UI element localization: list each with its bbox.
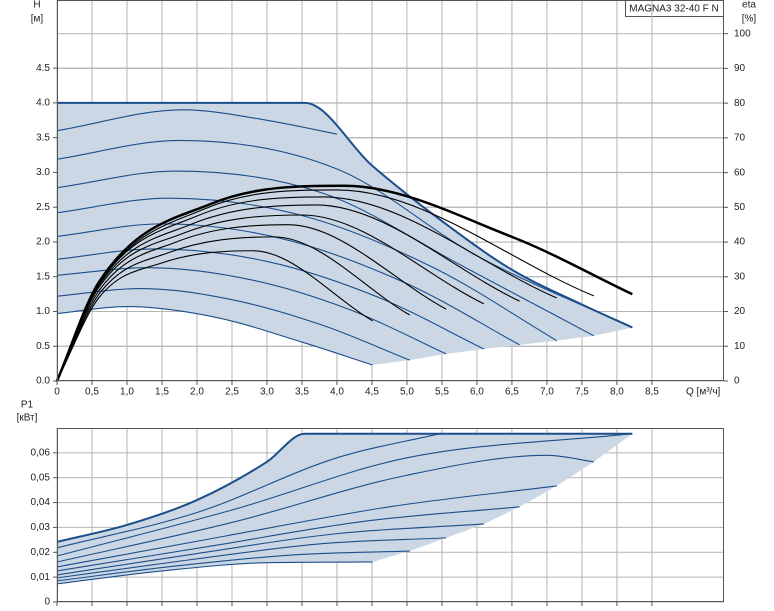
y-tick-label: 1.0 <box>36 306 50 317</box>
x-axis-label: Q [м³/ч] <box>686 387 721 398</box>
y-tick-label: 0.0 <box>36 376 50 387</box>
performance-curve <box>56 306 373 366</box>
performance-curve <box>56 139 633 328</box>
y2-axis-label: eta <box>742 0 756 11</box>
performance-curve <box>56 485 557 568</box>
y2-tick-label: 10 <box>734 341 746 352</box>
x-tick-label: 7,5 <box>575 387 589 398</box>
y-tick-label: 3.0 <box>36 167 50 178</box>
y-tick-label: 0 <box>44 597 50 608</box>
y2-tick-label: 100 <box>734 28 751 39</box>
chart-title: MAGNA3 32-40 F N <box>629 4 718 15</box>
y-tick-label: 0,01 <box>31 572 51 583</box>
performance-curve <box>56 267 447 355</box>
y2-tick-label: 0 <box>734 376 740 387</box>
y-axis-unit: [м] <box>31 14 44 25</box>
x-tick-label: 6,5 <box>505 387 519 398</box>
efficiency-curve <box>55 184 633 382</box>
y2-tick-label: 50 <box>734 202 746 213</box>
performance-curve <box>56 248 485 350</box>
plot-frame <box>57 428 724 602</box>
y2-tick-label: 20 <box>734 306 746 317</box>
y2-tick-label: 40 <box>734 237 746 248</box>
layer <box>55 101 633 585</box>
y-tick-label: 0,02 <box>31 547 51 558</box>
y-tick-label: 2.5 <box>36 202 50 213</box>
y2-tick-label: 60 <box>734 167 746 178</box>
y-tick-label: 2.0 <box>36 237 50 248</box>
plot-frame <box>57 0 724 381</box>
y-tick-label: 3.5 <box>36 132 50 143</box>
performance-curve <box>56 433 440 549</box>
y-tick-label: 4.0 <box>36 98 50 109</box>
performance-curve <box>56 170 595 337</box>
x-tick-label: 5,0 <box>400 387 414 398</box>
operating-area <box>57 102 633 366</box>
y-tick-label: 0,05 <box>31 472 51 483</box>
y-axis-label: H <box>33 0 40 11</box>
y-tick-label: 0,03 <box>31 522 51 533</box>
y-axis-unit: [кВт] <box>17 413 38 424</box>
x-tick-label: 2,0 <box>190 387 204 398</box>
x-tick-label: 5,5 <box>435 387 449 398</box>
y-tick-label: 0.5 <box>36 341 50 352</box>
y2-tick-label: 90 <box>734 63 746 74</box>
y-tick-label: 0,06 <box>31 447 51 458</box>
y-axis-label: P1 <box>21 400 34 411</box>
performance-curve <box>56 561 373 585</box>
x-tick-label: 4,5 <box>365 387 379 398</box>
x-tick-label: 1,5 <box>155 387 169 398</box>
x-tick-label: 0 <box>54 387 60 398</box>
x-tick-label: 0,5 <box>85 387 99 398</box>
y2-tick-label: 70 <box>734 133 746 144</box>
performance-curve <box>56 550 410 582</box>
x-tick-label: 7,0 <box>540 387 554 398</box>
x-tick-label: 4,0 <box>330 387 344 398</box>
y-tick-label: 1.5 <box>36 271 50 282</box>
efficiency-curve <box>56 236 411 382</box>
performance-curve <box>56 506 520 572</box>
x-tick-label: 6,0 <box>470 387 484 398</box>
performance-curve <box>56 537 447 579</box>
y2-tick-label: 30 <box>734 271 746 282</box>
y-tick-label: 0,04 <box>31 497 51 508</box>
x-tick-label: 8,0 <box>610 387 624 398</box>
performance-curve <box>56 432 633 543</box>
performance-curve <box>56 287 410 361</box>
x-tick-label: 3,5 <box>295 387 309 398</box>
performance-curve <box>56 197 558 342</box>
x-tick-label: 2,5 <box>225 387 239 398</box>
efficiency-curve <box>56 250 373 382</box>
x-tick-label: 8,5 <box>645 387 659 398</box>
performance-curve <box>56 454 594 563</box>
layer: 0 0,5 1,0 1,5 2,0 2,5 3,0 3,5 4,0 4,5 5,0 5,5 6,0 6,5… <box>31 0 751 608</box>
x-tick-label: 1,0 <box>120 387 134 398</box>
x-tick-label: 3,0 <box>260 387 274 398</box>
performance-curve <box>56 109 338 135</box>
y-tick-label: 4.5 <box>36 63 50 74</box>
y2-axis-unit: [%] <box>742 14 757 25</box>
y2-tick-label: 80 <box>734 98 746 109</box>
operating-area <box>57 433 633 584</box>
layer <box>57 102 633 584</box>
performance-curve <box>56 223 520 346</box>
performance-curve <box>56 523 484 576</box>
performance-curve <box>56 433 633 557</box>
performance-curve <box>57 101 633 329</box>
efficiency-curve <box>56 224 447 382</box>
